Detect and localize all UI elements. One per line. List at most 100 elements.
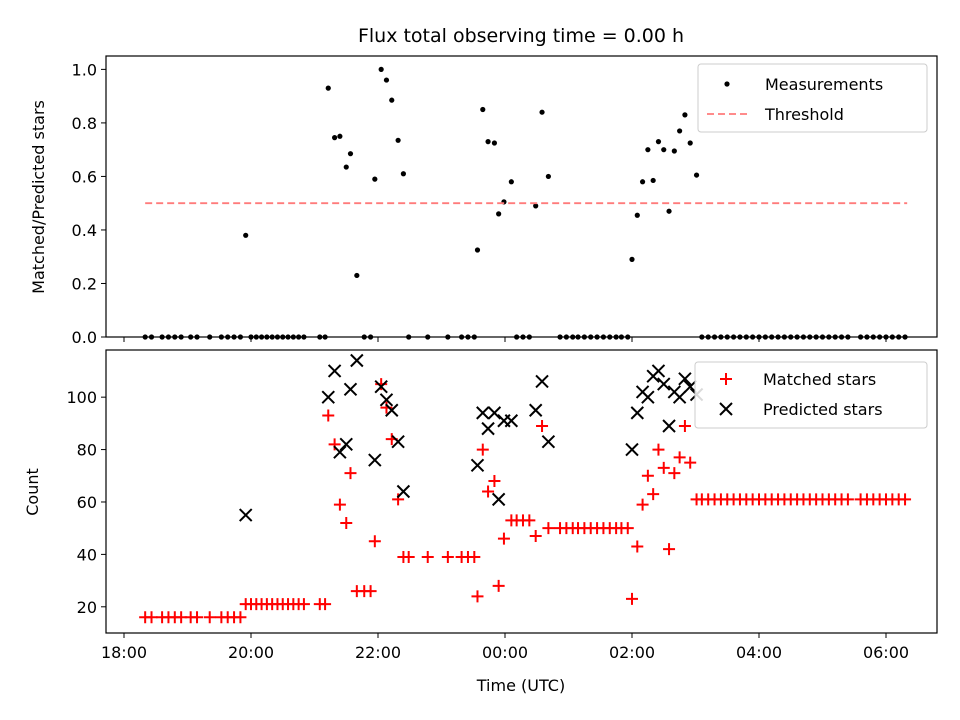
predicted-stars-point [239, 508, 253, 522]
matched-stars-point [368, 535, 381, 548]
measurement-point [372, 176, 378, 182]
predicted-stars-point [343, 382, 358, 397]
predicted-stars-point [339, 437, 353, 452]
top-y-axis-label: Matched/Predicted stars [29, 100, 48, 294]
x-tick-label: 18:00 [101, 643, 147, 662]
bottom-x-axis-ticks: 18:00 20:00 22:00 00:00 02:00 04:00 06:00 [101, 633, 909, 662]
matched-stars-point [421, 551, 434, 564]
measurement-point [508, 179, 514, 185]
matched-stars-point [641, 469, 654, 482]
measurement-point [480, 106, 486, 113]
x-tick-label: 00:00 [482, 643, 528, 662]
predicted-stars-point [641, 390, 655, 404]
x-tick-label: 06:00 [863, 643, 909, 662]
matched-stars-point [319, 598, 332, 611]
matched-stars-point [647, 488, 660, 501]
legend-threshold-label: Threshold [764, 105, 844, 124]
predicted-stars-point [528, 403, 543, 417]
predicted-stars-point [333, 445, 347, 459]
measurement-point [400, 171, 406, 177]
matched-stars-point [621, 522, 634, 535]
measurement-point [629, 256, 635, 262]
matched-stars-point [392, 493, 405, 506]
matched-stars-point [333, 498, 346, 511]
matched-stars-point [402, 551, 415, 564]
matched-stars-point [476, 443, 489, 456]
measurement-point [634, 212, 640, 218]
measurement-point [496, 211, 502, 217]
legend-matched-label: Matched stars [763, 370, 876, 389]
predicted-stars-point [368, 453, 382, 467]
x-tick-label: 02:00 [609, 643, 655, 662]
y-tick-label: 60 [77, 493, 97, 512]
matched-stars-point [668, 467, 681, 480]
predicted-stars-point [396, 484, 411, 499]
measurement-point [671, 148, 677, 154]
matched-stars-point [492, 579, 505, 592]
predicted-stars-point [504, 414, 519, 428]
matched-stars-point [441, 551, 454, 564]
x-tick-label: 20:00 [228, 643, 274, 662]
y-tick-label: 0.6 [72, 167, 97, 186]
y-tick-label: 80 [77, 441, 97, 460]
measurement-point [243, 232, 249, 238]
matched-stars-point [482, 485, 495, 498]
top-x-axis-ticks [123, 337, 887, 342]
predicted-stars-point [630, 406, 644, 420]
measurement-point [491, 140, 498, 146]
top-legend: Measurements Threshold [697, 63, 928, 133]
measurement-point [332, 135, 338, 141]
bottom-plot-marks [139, 353, 912, 624]
measurement-point [693, 172, 700, 178]
measurement-point [539, 109, 545, 115]
bottom-y-axis-label: Count [23, 468, 42, 516]
matched-stars-point [841, 493, 854, 506]
matched-stars-point [297, 598, 310, 611]
y-tick-label: 0.8 [72, 114, 97, 133]
measurement-point [474, 247, 481, 253]
matched-stars-point [663, 543, 676, 556]
y-tick-label: 20 [77, 598, 97, 617]
predicted-stars-point [350, 353, 364, 368]
measurement-point [337, 133, 343, 139]
measurement-point [682, 112, 688, 118]
matched-stars-point [322, 409, 335, 422]
bottom-y-axis-ticks: 20 40 60 80 100 [66, 388, 106, 617]
predicted-stars-point [374, 379, 388, 394]
legend-measurements-label: Measurements [765, 75, 883, 94]
predicted-stars-point [672, 390, 687, 404]
matched-stars-point [471, 590, 484, 603]
matched-stars-point [328, 438, 341, 451]
matched-stars-point [234, 611, 247, 624]
measurement-point [325, 85, 331, 91]
predicted-stars-point [541, 435, 556, 449]
x-axis-label: Time (UTC) [476, 676, 565, 695]
predicted-stars-point [491, 492, 506, 507]
measurement-point [533, 203, 539, 209]
legend-matched-marker [720, 373, 732, 385]
bottom-legend: Matched stars Predicted stars [694, 361, 928, 429]
y-tick-label: 0.4 [72, 221, 97, 240]
measurement-point [650, 177, 656, 184]
measurement-point [677, 128, 683, 134]
matched-stars-point [497, 532, 510, 545]
predicted-stars-point [535, 374, 549, 389]
predicted-stars-point [391, 435, 405, 449]
measurement-point [661, 147, 667, 153]
matched-stars-point [631, 540, 644, 553]
predicted-stars-point [662, 419, 676, 433]
measurement-point [395, 137, 401, 143]
y-tick-label: 100 [66, 388, 97, 407]
matched-stars-point [468, 551, 481, 564]
top-panel: 0.0 0.2 0.4 0.6 0.8 1.0 Matched/Predicted sta… [29, 55, 938, 347]
measurement-point [666, 208, 672, 214]
bottom-plot-frame [105, 349, 938, 634]
measurement-point [378, 66, 384, 72]
predicted-stars-point [385, 403, 399, 417]
measurement-point [545, 173, 551, 180]
predicted-stars-point [379, 393, 394, 407]
y-tick-label: 0.2 [72, 274, 97, 293]
matched-stars-point [678, 419, 691, 432]
chart-title: Flux total observing time = 0.00 h [358, 25, 684, 47]
measurement-point [347, 151, 354, 157]
